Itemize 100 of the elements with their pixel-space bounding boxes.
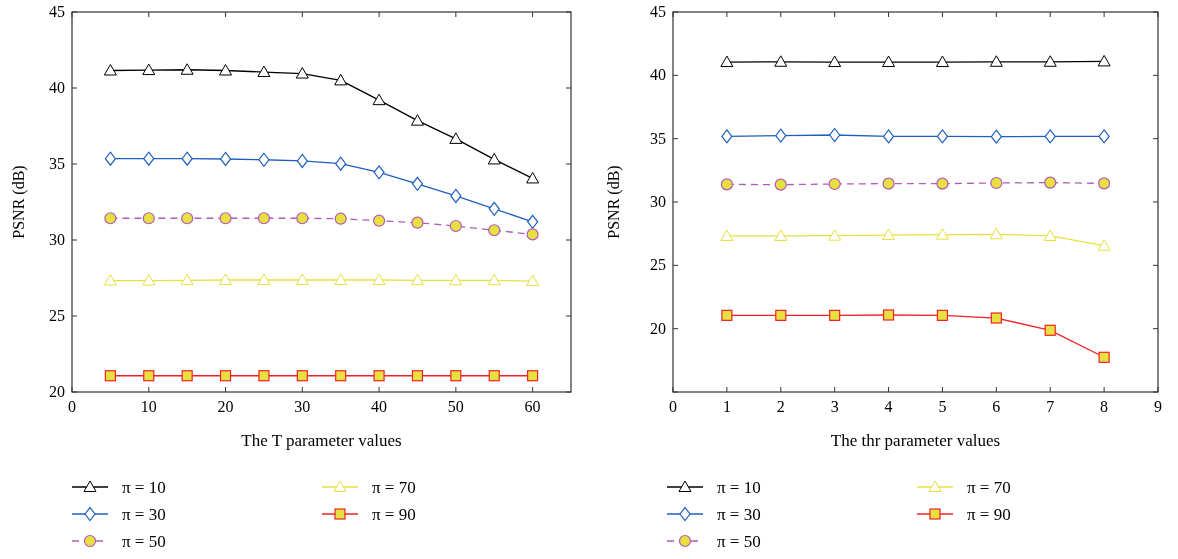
point [526,274,540,287]
point [372,93,386,106]
point [410,114,424,126]
point [882,228,896,241]
point [774,178,787,191]
point [103,274,117,286]
point [335,156,347,171]
point [219,273,233,285]
point [935,55,949,68]
legend-label: π = 70 [372,478,416,497]
point [372,214,386,227]
point [526,228,539,241]
y-tick-label: 25 [650,256,666,274]
point [104,151,116,166]
y-tick-label: 30 [650,193,666,210]
x-tick-label: 1 [722,398,731,415]
point [373,165,385,180]
x-axis-title: The T parameter values [241,431,402,450]
point [296,370,308,382]
point [1098,129,1110,144]
point [828,229,842,241]
point [258,370,270,382]
point [1044,129,1056,144]
point [828,177,841,191]
point [935,228,949,240]
point [142,274,156,286]
legend-label: π = 10 [717,478,761,497]
point [527,214,539,229]
legend-label: π = 30 [122,505,166,524]
x-tick-label: 0 [68,398,76,415]
point [411,176,424,191]
y-tick-label: 35 [49,155,65,172]
y-tick-label: 20 [49,383,65,400]
point [936,309,949,321]
point [143,151,155,166]
point [219,212,232,225]
x-tick-label: 20 [217,398,234,415]
point [296,212,309,225]
point [219,370,232,382]
point [411,370,424,382]
x-tick-label: 40 [371,398,388,415]
point [936,129,949,144]
x-tick-label: 0 [669,398,677,415]
legend-label: π = 90 [967,505,1011,524]
x-tick-label: 9 [1154,398,1162,415]
point [882,177,895,190]
x-tick-label: 60 [524,398,541,415]
point [488,201,500,216]
point [372,273,386,285]
point [720,55,734,68]
point [103,64,117,76]
point [296,153,308,169]
point [989,55,1003,67]
x-tick-label: 8 [1100,398,1109,415]
point [143,370,155,382]
point [1097,54,1111,67]
x-tick-label: 5 [938,398,947,415]
legend-label: π = 90 [372,505,416,524]
x-tick-label: 3 [830,398,839,415]
y-tick-label: 20 [650,319,666,337]
y-tick-label: 25 [49,307,65,324]
point [720,229,734,241]
point [104,370,116,382]
y-tick-label: 35 [650,129,666,147]
point [721,309,733,321]
point [720,178,733,191]
y-axis-title: PSNR (dB) [10,165,28,239]
point [1043,229,1057,241]
point [142,212,155,225]
point [775,128,787,143]
y-tick-label: 40 [49,79,65,96]
point [882,309,895,321]
point [1044,324,1056,336]
point [488,224,501,237]
point [990,312,1002,324]
x-tick-label: 50 [447,398,464,415]
legend-label: π = 50 [122,532,166,551]
point [373,370,385,382]
y-tick-label: 30 [49,231,65,248]
point [990,129,1002,144]
point [1098,351,1110,363]
y-tick-label: 45 [650,3,666,20]
point [936,177,949,190]
point [334,273,348,285]
point [334,73,348,86]
point [219,64,233,76]
point [180,63,194,75]
point [1097,239,1111,251]
point [450,188,462,204]
legend-label: π = 10 [122,478,166,497]
point [1044,176,1057,189]
point [257,212,271,225]
point [487,152,501,165]
point [487,273,501,286]
point [334,212,347,225]
x-tick-label: 30 [294,398,311,415]
point [449,132,463,144]
point [257,273,271,285]
x-tick-label: 7 [1046,398,1055,415]
point [181,151,193,166]
